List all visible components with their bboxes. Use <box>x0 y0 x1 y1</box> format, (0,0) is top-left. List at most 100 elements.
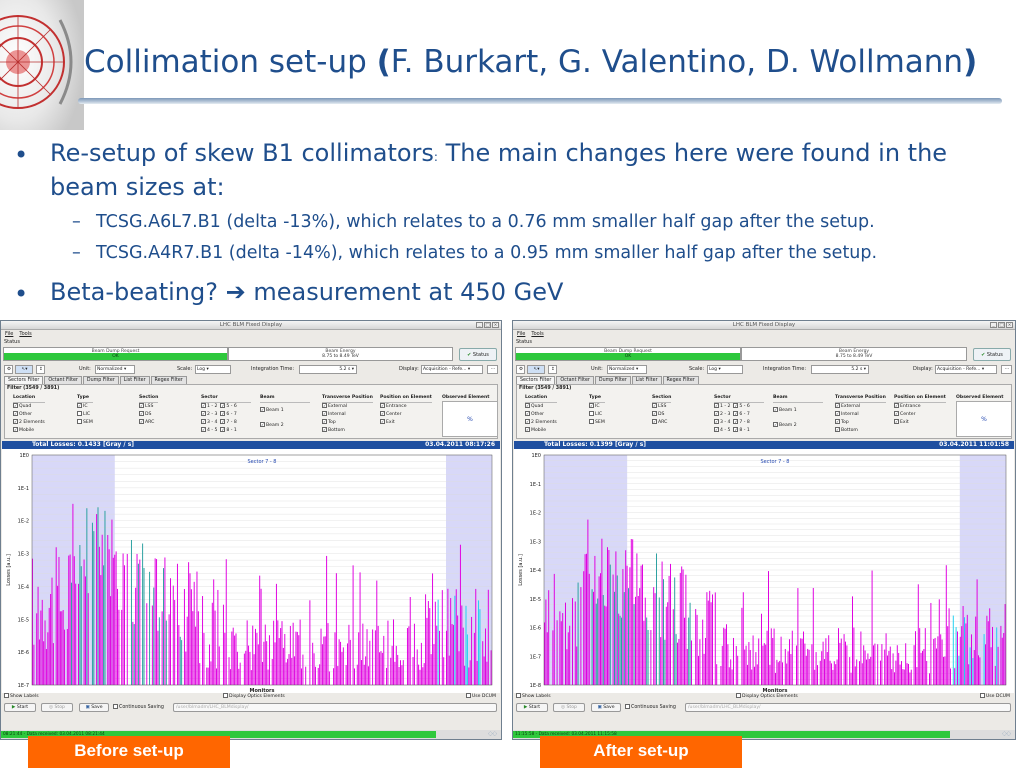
checkbox-icon[interactable]: ✓ <box>652 419 657 424</box>
checkbox-icon[interactable]: ✓ <box>714 419 719 424</box>
filter-option[interactable]: SEM <box>77 419 93 427</box>
use-dcum-option[interactable]: Use DCUM <box>465 693 496 701</box>
continuous-saving-option[interactable]: Continuous Saving <box>113 703 164 712</box>
filter-option[interactable]: ✓ Entrance <box>380 403 432 411</box>
checkbox-icon[interactable]: ✓ <box>894 411 899 416</box>
start-button[interactable]: ▶ Start <box>4 703 36 712</box>
checkbox-icon[interactable]: ✓ <box>220 411 226 416</box>
checkbox-icon[interactable]: ✓ <box>714 411 719 416</box>
checkbox-icon[interactable]: ✓ <box>260 422 265 427</box>
filter-option[interactable]: ✓ Quad <box>13 403 45 411</box>
save-button[interactable]: ▣ Save <box>79 703 109 712</box>
scale-select[interactable]: Log ▾ <box>707 365 743 374</box>
checkbox-icon[interactable]: ✓ <box>220 419 226 424</box>
checkbox-icon[interactable]: ✓ <box>652 403 657 408</box>
menu-tools[interactable]: Tools <box>19 331 32 337</box>
checkbox-icon[interactable]: ✓ <box>201 419 206 424</box>
checkbox-icon[interactable] <box>516 693 521 698</box>
filter-option[interactable]: ✓ Other <box>525 411 557 419</box>
filter-option[interactable]: ✓ DS <box>139 411 158 419</box>
checkbox-icon[interactable]: ✓ <box>380 419 385 424</box>
filter-option[interactable]: ✓ Beam 1 <box>260 407 310 415</box>
filter-option[interactable]: ✓ 4 - 5 <box>201 427 217 433</box>
checkbox-icon[interactable]: ✓ <box>139 411 144 416</box>
filter-option[interactable]: ✓ 8 - 1 <box>220 427 237 433</box>
checkbox-icon[interactable]: ✓ <box>714 403 719 408</box>
tab-filter-4[interactable]: Regex Filter <box>150 376 187 384</box>
menu-file[interactable]: File <box>5 331 14 337</box>
filter-option[interactable]: ✓ 7 - 8 <box>220 419 237 425</box>
checkbox-icon[interactable]: ✓ <box>220 403 226 408</box>
display-select[interactable]: Acquisition - Refe... ▾ <box>935 365 997 374</box>
save-path-field[interactable]: /user/blmadm/LHC_BLMdisplay/ <box>173 703 497 712</box>
filter-option[interactable]: ✓ ARC <box>139 419 158 427</box>
checkbox-icon[interactable]: ✓ <box>220 427 226 432</box>
vertical-zoom-icon[interactable]: ↕ <box>36 365 45 374</box>
filter-option[interactable]: ✓ External <box>835 403 886 411</box>
checkbox-icon[interactable]: ✓ <box>13 419 18 424</box>
filter-option[interactable]: ✓ 5 - 6 <box>733 403 750 409</box>
more-options-button[interactable]: ··· <box>1001 365 1012 374</box>
minimize-icon[interactable]: _ <box>476 322 483 328</box>
integration-time-select[interactable]: 5.2 s ▾ <box>299 365 357 374</box>
filter-option[interactable]: ✓ Top <box>835 419 886 427</box>
filter-option[interactable]: ✓ Bottom <box>322 427 373 435</box>
checkbox-icon[interactable]: ✓ <box>773 422 778 427</box>
checkbox-icon[interactable] <box>979 693 985 698</box>
checkbox-icon[interactable] <box>465 693 471 698</box>
filter-option[interactable]: ✓ 1 - 2 <box>714 403 730 409</box>
filter-option[interactable]: ✓ LSS <box>652 403 671 411</box>
checkbox-icon[interactable]: ✓ <box>835 427 840 432</box>
filter-option[interactable]: ✓ 3 - 4 <box>714 419 730 425</box>
checkbox-icon[interactable]: ✓ <box>733 411 739 416</box>
filter-option[interactable]: ✓ Top <box>322 419 373 427</box>
checkbox-icon[interactable]: ✓ <box>733 403 739 408</box>
checkbox-icon[interactable]: ✓ <box>894 419 899 424</box>
filter-option[interactable]: ✓ Center <box>894 411 946 419</box>
losses-plot[interactable]: 1E0 1E-1 1E-2 1E-3 1E-4 1E-5 1E-6 1E-7 1E-8 Losse… <box>514 449 1014 693</box>
maximize-icon[interactable]: □ <box>998 322 1005 328</box>
tab-filter-2[interactable]: Dump Filter <box>594 376 631 384</box>
tab-filter-1[interactable]: Octant Filter <box>44 376 82 384</box>
filter-option[interactable]: ✓ 5 - 6 <box>220 403 237 409</box>
start-button[interactable]: ▶ Start <box>516 703 548 712</box>
menu-file[interactable]: File <box>517 331 526 337</box>
filter-option[interactable]: ✓ 2 Elements <box>525 419 557 427</box>
filter-option[interactable]: ✓ Mobile <box>13 427 45 435</box>
checkbox-icon[interactable]: ✓ <box>322 427 327 432</box>
tab-filter-1[interactable]: Octant Filter <box>556 376 594 384</box>
unit-select[interactable]: Normalized ▾ <box>95 365 135 374</box>
checkbox-icon[interactable]: ✓ <box>13 427 18 432</box>
integration-time-select[interactable]: 5.2 s ▾ <box>811 365 869 374</box>
checkbox-icon[interactable]: ✓ <box>733 427 739 432</box>
checkbox-icon[interactable]: ✓ <box>773 407 778 412</box>
filter-option[interactable]: ✓ Other <box>13 411 45 419</box>
filter-option[interactable]: ✓ DS <box>652 411 671 419</box>
checkbox-icon[interactable]: ✓ <box>652 411 657 416</box>
stop-button[interactable]: ◎ Stop <box>41 703 73 712</box>
filter-option[interactable]: ✓ 2 Elements <box>13 419 45 427</box>
status-button[interactable]: ✔ Status <box>973 348 1011 361</box>
checkbox-icon[interactable]: ✓ <box>525 419 530 424</box>
checkbox-icon[interactable] <box>589 411 594 416</box>
checkbox-icon[interactable]: ✓ <box>835 411 840 416</box>
filter-option[interactable]: ✓ 6 - 7 <box>733 411 750 417</box>
losses-plot[interactable]: 1E0 1E-1 1E-2 1E-3 1E-4 1E-5 1E-6 1E-7 Losses [a… <box>2 449 500 693</box>
checkbox-icon[interactable]: ✓ <box>525 411 530 416</box>
checkbox-icon[interactable] <box>77 419 82 424</box>
checkbox-icon[interactable] <box>77 411 82 416</box>
checkbox-icon[interactable]: ✓ <box>201 411 206 416</box>
filter-option[interactable]: SEM <box>589 419 605 427</box>
filter-option[interactable]: ✓ Exit <box>894 419 946 427</box>
observed-element-box[interactable]: % <box>442 401 498 437</box>
vertical-zoom-icon[interactable]: ↕ <box>548 365 557 374</box>
tab-filter-0[interactable]: Sectors Filter <box>4 376 44 384</box>
filter-option[interactable]: ✓ ARC <box>652 419 671 427</box>
checkbox-icon[interactable] <box>4 693 9 698</box>
filter-option[interactable]: ✓ IC <box>589 403 605 411</box>
close-icon[interactable]: × <box>1006 322 1013 328</box>
tab-filter-4[interactable]: Regex Filter <box>662 376 699 384</box>
checkbox-icon[interactable] <box>625 704 630 709</box>
close-icon[interactable]: × <box>492 322 499 328</box>
checkbox-icon[interactable]: ✓ <box>525 403 530 408</box>
